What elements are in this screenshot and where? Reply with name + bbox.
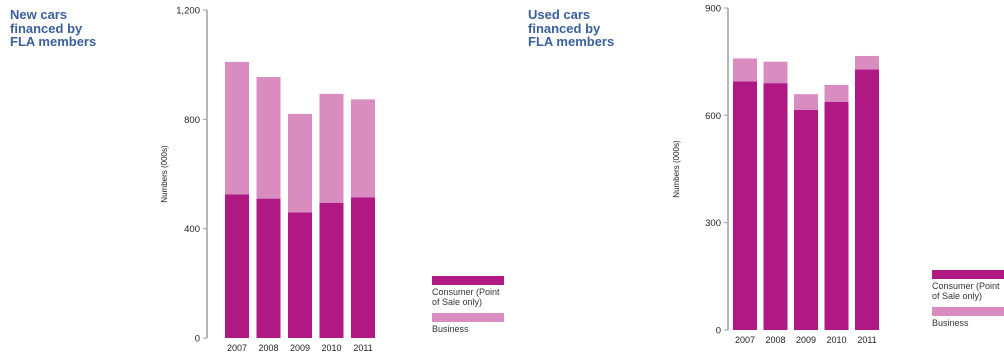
used-cars-chart: 0 300 600 900 Numbers (000s) 2007 2008 2009 2010… xyxy=(672,4,879,345)
bar-consumer xyxy=(319,202,344,338)
bar-business xyxy=(351,99,375,198)
new-cars-panel: New cars financed by FLA members 0 400 800… xyxy=(10,6,504,353)
new-cars-title-line: financed by xyxy=(10,20,83,36)
bar-business xyxy=(288,113,312,213)
y-tick-label: 900 xyxy=(705,4,721,15)
x-tick-label: 2011 xyxy=(353,343,372,353)
bar-consumer xyxy=(824,101,849,330)
y-tick-label: 300 xyxy=(705,218,721,229)
x-tick-label: 2009 xyxy=(796,335,816,345)
new-cars-title-line: New cars xyxy=(10,7,68,22)
bar-consumer xyxy=(763,83,788,330)
x-tick-label: 2010 xyxy=(321,343,341,353)
bar-business xyxy=(733,58,757,82)
bar-consumer xyxy=(794,109,818,330)
legend-swatch-business xyxy=(932,307,1004,316)
y-tick-label: 0 xyxy=(195,334,200,345)
y-tick-label: 0 xyxy=(716,326,721,337)
bar-consumer xyxy=(288,212,312,338)
y-axis-title: Numbers (000s) xyxy=(160,145,169,203)
used-cars-title-line: Used cars xyxy=(528,7,591,22)
x-tick-label: 2008 xyxy=(765,335,785,345)
bar-consumer xyxy=(351,197,375,338)
x-tick-label: 2010 xyxy=(826,335,846,345)
used-cars-legend: Consumer (Point of Sale only) Business xyxy=(932,270,1004,334)
bar-consumer xyxy=(733,81,757,330)
x-tick-label: 2009 xyxy=(290,343,310,353)
legend-swatch-business xyxy=(432,313,504,322)
bar-business xyxy=(225,61,249,195)
y-tick-label: 600 xyxy=(705,111,721,122)
y-tick-label: 800 xyxy=(184,115,200,126)
bar-consumer xyxy=(855,69,879,330)
x-tick-label: 2007 xyxy=(227,343,247,353)
legend-label-business: Business xyxy=(432,324,469,334)
new-cars-legend: Consumer (Point of Sale only) Business xyxy=(432,276,504,340)
legend-swatch-consumer xyxy=(432,276,504,285)
x-tick-label: 2008 xyxy=(258,343,278,353)
new-cars-title: New cars financed by FLA members xyxy=(10,8,120,49)
y-tick-label: 400 xyxy=(184,224,200,235)
bar-business xyxy=(256,76,281,199)
y-tick-label: 1,200 xyxy=(176,6,200,17)
used-cars-title-line: FLA members xyxy=(528,34,615,49)
legend-label-consumer: Consumer (Point of Sale only) xyxy=(432,287,500,307)
bar-business xyxy=(855,55,879,70)
used-cars-title-line: financed by xyxy=(528,20,601,36)
bar-consumer xyxy=(256,198,281,338)
bar-business xyxy=(824,84,849,102)
legend-swatch-consumer xyxy=(932,270,1004,279)
bar-consumer xyxy=(225,194,249,338)
used-cars-title: Used cars financed by FLA members xyxy=(528,8,638,49)
bar-business xyxy=(794,94,818,110)
bar-business xyxy=(763,61,788,84)
x-tick-label: 2011 xyxy=(857,335,876,345)
x-tick-label: 2007 xyxy=(735,335,755,345)
y-axis-title: Numbers (000s) xyxy=(672,140,681,198)
legend-label-consumer: Consumer (Point of Sale only) xyxy=(932,281,1000,301)
legend-label-business: Business xyxy=(932,318,969,328)
new-cars-title-line: FLA members xyxy=(10,34,97,49)
new-cars-chart: 0 400 800 1,200 Numbers (000s) 2007 2008 2009 20… xyxy=(160,6,375,353)
used-cars-panel: Used cars financed by FLA members 0 300 60… xyxy=(520,0,1004,357)
bar-business xyxy=(319,93,344,203)
